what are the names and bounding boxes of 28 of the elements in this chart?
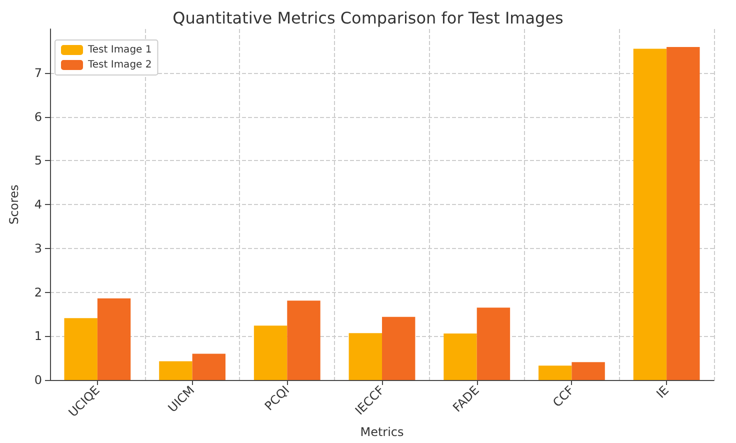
y-tick-label: 0 (34, 373, 42, 388)
bar (192, 354, 226, 380)
y-tick-label: 2 (34, 285, 42, 300)
y-tick-label: 6 (34, 110, 42, 124)
x-axis-title: Metrics (360, 425, 404, 439)
legend-label: Test Image 2 (87, 60, 152, 70)
y-axis-title: Scores (7, 184, 21, 224)
y-tick-label: 4 (34, 198, 42, 212)
bar (287, 300, 320, 380)
bar (572, 362, 605, 380)
bar (538, 366, 572, 380)
legend-label: Test Image 1 (87, 44, 152, 56)
y-tick-label: 7 (34, 66, 42, 80)
bar (64, 318, 98, 380)
y-tick-label: 1 (34, 329, 42, 344)
x-tick-label: IE (654, 383, 672, 401)
bar (159, 361, 192, 380)
bar (254, 326, 288, 380)
bar (382, 316, 416, 380)
y-tick-label: 3 (34, 241, 42, 256)
y-tick-label: 5 (34, 154, 42, 168)
bar (348, 333, 382, 380)
bar (444, 334, 477, 380)
bar (666, 46, 700, 380)
bar (97, 298, 131, 380)
bar (633, 48, 667, 380)
chart-title: Quantitative Metrics Comparison for Test Images (172, 8, 564, 28)
bar (476, 308, 510, 380)
